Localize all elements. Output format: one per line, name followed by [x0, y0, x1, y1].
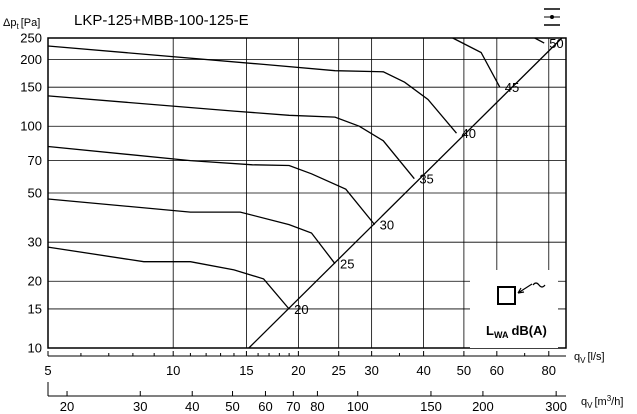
legend-lwa-symbol: L — [486, 323, 494, 338]
curve-labels: 20 25 30 35 40 45 50 — [294, 36, 564, 317]
curve-35 — [47, 95, 415, 180]
x-primary-unit: [l/s] — [587, 351, 604, 363]
x-axis-label-primary: qV [l/s] — [574, 351, 605, 365]
y-tick-label: 250 — [20, 31, 42, 46]
legend-lwa-subscript: WA — [494, 330, 509, 340]
x-axis-label-secondary: qV [m3/h] — [581, 394, 623, 410]
curve-45 — [452, 37, 501, 88]
y-axis-label: Δpt [Pa] — [3, 17, 40, 31]
y-axis-ticks: 10 15 20 30 50 70 100 150 200 250 — [20, 31, 42, 356]
x-tick-label-primary: 15 — [239, 363, 253, 378]
sound-curves — [47, 37, 545, 310]
x-primary-subscript: V — [580, 356, 586, 365]
x-tick-label-primary: 80 — [542, 363, 556, 378]
x-tick-label-primary: 30 — [364, 363, 378, 378]
x-secondary-symbol: q — [581, 396, 587, 408]
legend-background — [470, 270, 558, 348]
curve-label-45: 45 — [505, 80, 519, 95]
x-tick-label-secondary: 200 — [472, 399, 494, 414]
curve-label-25: 25 — [340, 257, 354, 272]
legend: LWA dB(A) — [470, 270, 558, 348]
curve-25 — [47, 198, 336, 265]
y-tick-label: 100 — [20, 119, 42, 134]
x-tick-label-primary: 60 — [490, 363, 504, 378]
plot-frame — [47, 37, 567, 349]
curve-label-40: 40 — [462, 126, 476, 141]
y-axis-symbol: Δp — [3, 17, 16, 29]
curve-label-20: 20 — [294, 302, 308, 317]
y-axis-unit: [Pa] — [21, 17, 41, 29]
x-tick-label-secondary: 100 — [347, 399, 369, 414]
curve-label-30: 30 — [380, 218, 394, 233]
y-tick-label: 20 — [28, 274, 42, 289]
x-tick-label-primary: 50 — [457, 363, 471, 378]
y-tick-label: 30 — [28, 235, 42, 250]
x-tick-label-secondary: 300 — [545, 399, 567, 414]
x-secondary-unit-prefix: [m — [594, 396, 606, 408]
x-tick-label-primary: 10 — [166, 363, 180, 378]
system-line — [248, 37, 563, 349]
x-secondary-unit-sup: 3 — [607, 394, 612, 403]
x-tick-label-secondary: 60 — [258, 399, 272, 414]
x-tick-label-secondary: 20 — [60, 399, 74, 414]
x-tick-label-secondary: 150 — [420, 399, 442, 414]
x-tick-label-secondary: 30 — [133, 399, 147, 414]
system-line-path — [248, 37, 563, 349]
x-axis-ticks-primary: 5 10 15 20 25 30 40 50 60 80 — [44, 351, 566, 378]
curve-label-50: 50 — [549, 36, 563, 51]
sound-wave-arrow-icon — [517, 282, 546, 294]
legend-lwa-unit: dB(A) — [511, 323, 546, 338]
y-tick-label: 50 — [28, 186, 42, 201]
x-tick-label-secondary: 80 — [310, 399, 324, 414]
x-tick-label-primary: 5 — [44, 363, 51, 378]
curve-20 — [47, 246, 290, 310]
menu-icon[interactable] — [540, 4, 564, 30]
x-tick-label-secondary: 40 — [185, 399, 199, 414]
x-primary-symbol: q — [574, 351, 580, 363]
x-tick-label-primary: 25 — [331, 363, 345, 378]
legend-lwa-label: LWA dB(A) — [486, 323, 547, 340]
x-secondary-subscript: V — [587, 401, 593, 410]
curve-40 — [47, 45, 457, 134]
x-axis-ticks-secondary: 20 30 40 50 60 70 80 100 150 200 300 — [47, 382, 567, 414]
x-tick-label-primary: 40 — [416, 363, 430, 378]
y-axis-subscript: t — [16, 22, 19, 31]
curve-50 — [534, 37, 545, 44]
speaker-square-icon — [497, 286, 516, 305]
curve-30 — [47, 145, 376, 226]
y-tick-label: 15 — [28, 301, 42, 316]
curve-label-35: 35 — [419, 172, 433, 187]
x-secondary-unit-suffix: /h] — [611, 396, 623, 408]
y-tick-label: 150 — [20, 80, 42, 95]
x-tick-label-secondary: 70 — [286, 399, 300, 414]
y-tick-label: 70 — [28, 153, 42, 168]
y-tick-label: 200 — [20, 52, 42, 67]
x-tick-label-secondary: 50 — [225, 399, 239, 414]
chart-title: LKP-125+MBB-100-125-E — [74, 12, 249, 29]
x-tick-label-primary: 20 — [291, 363, 305, 378]
y-tick-label: 10 — [28, 341, 42, 356]
